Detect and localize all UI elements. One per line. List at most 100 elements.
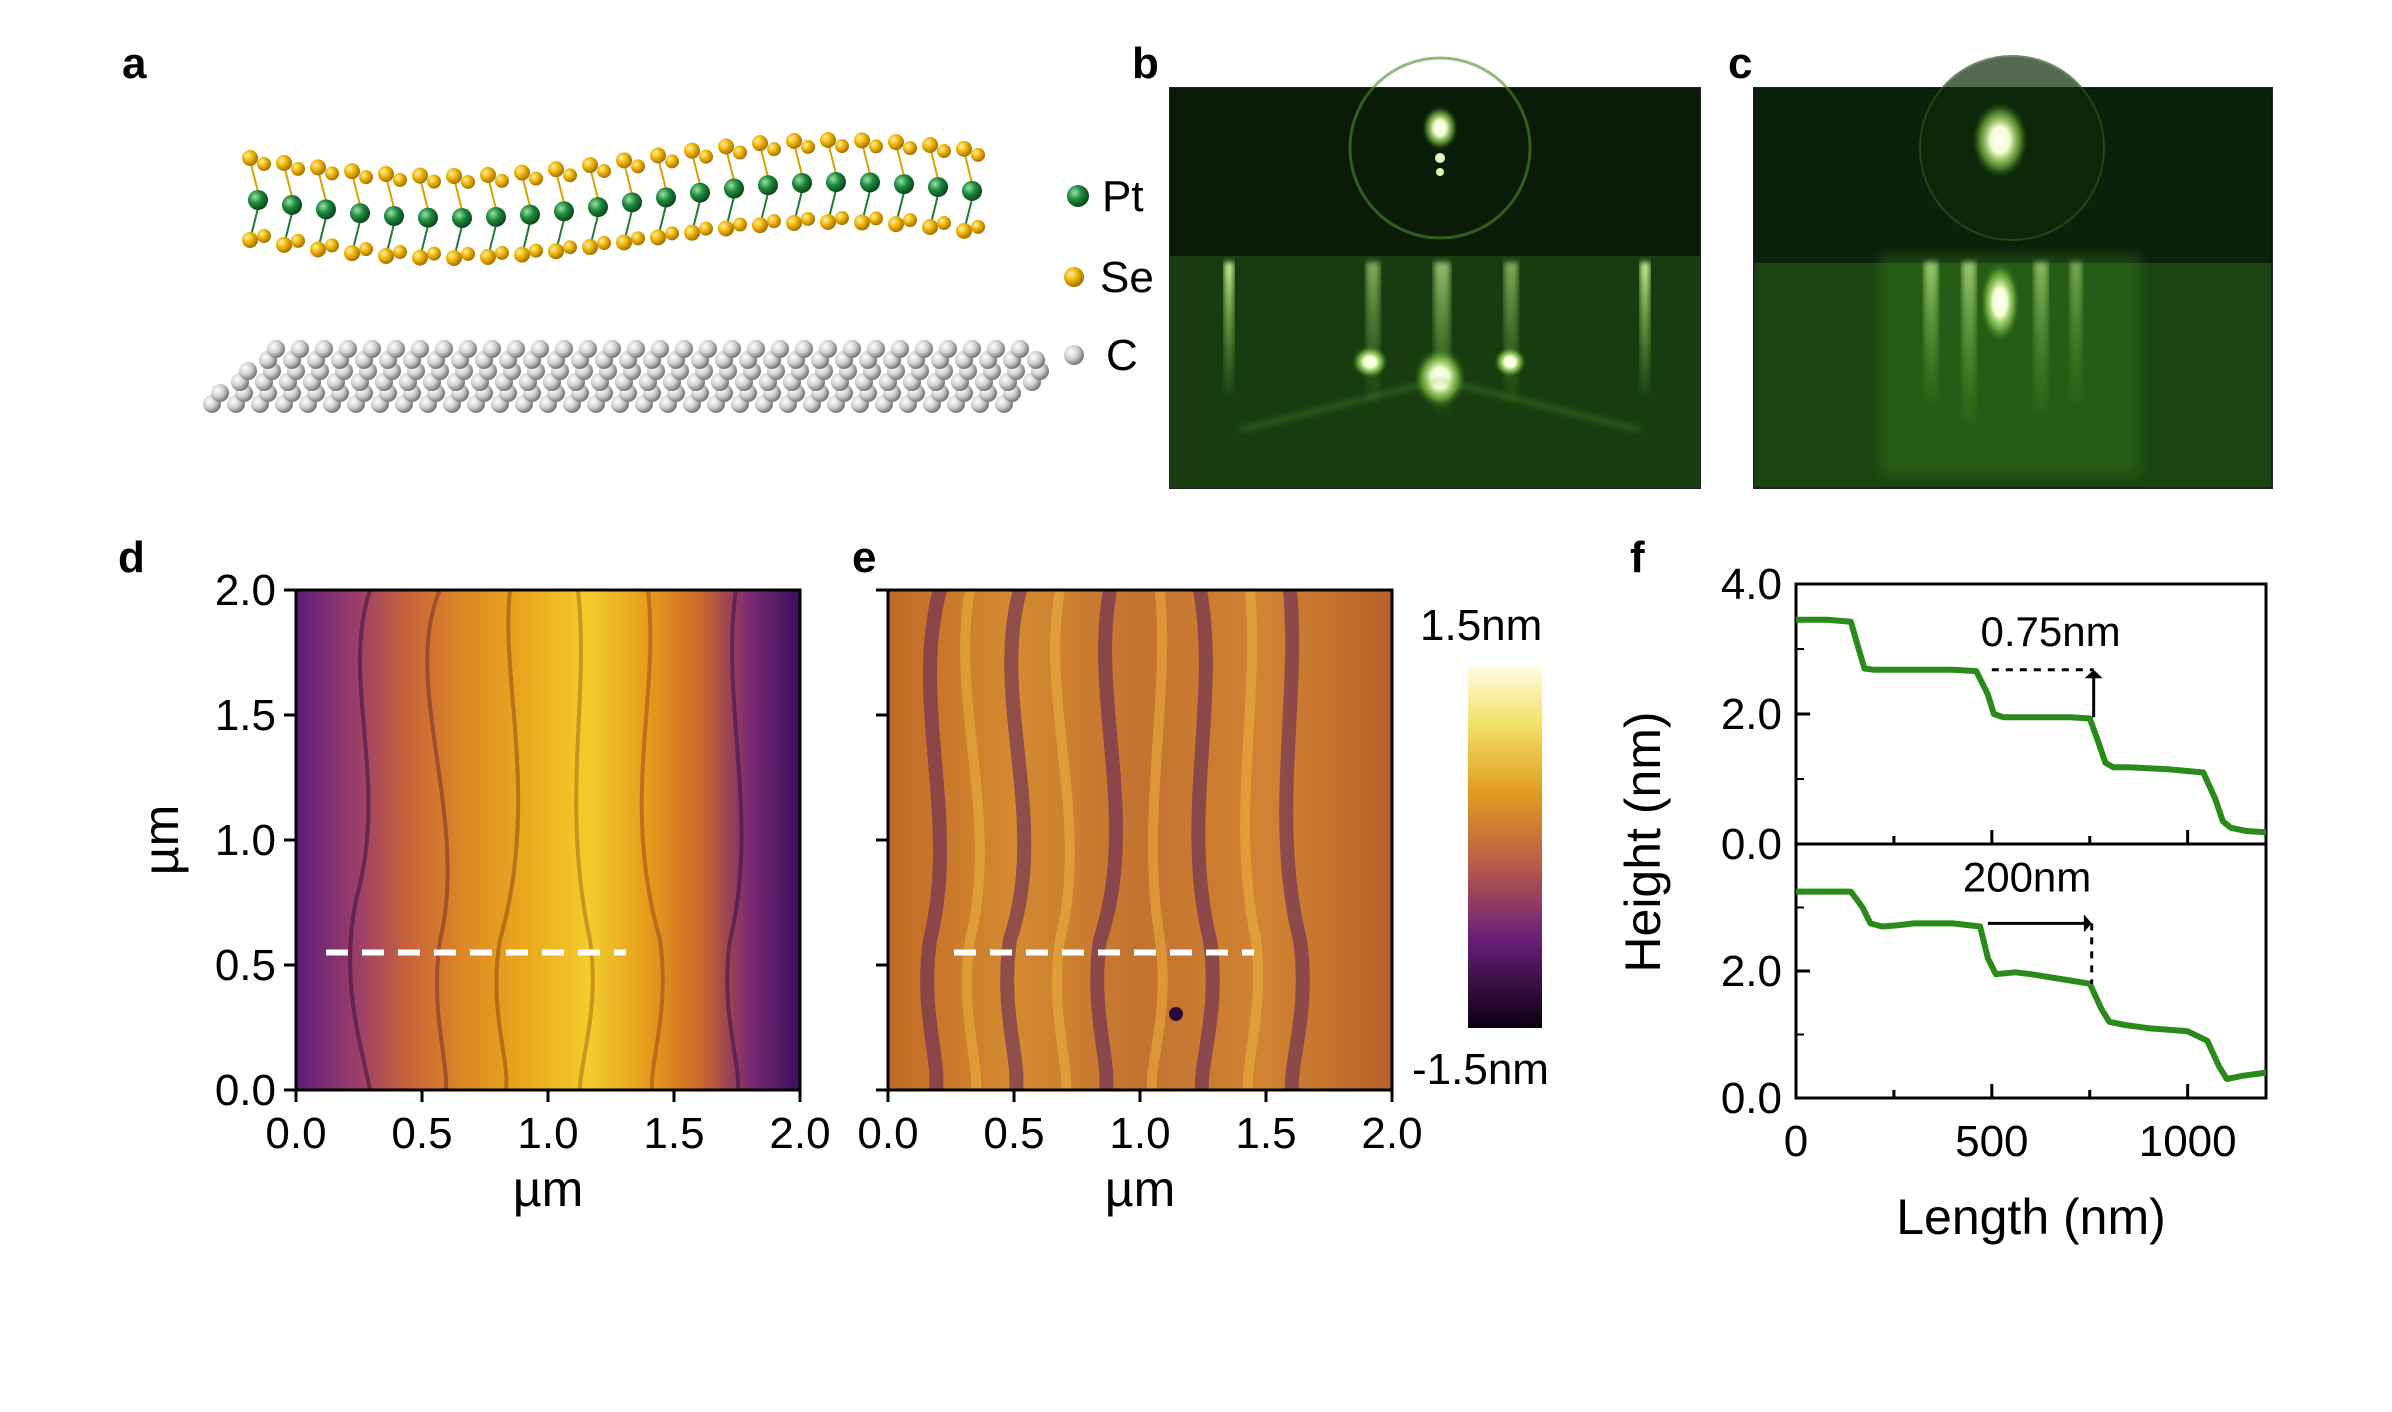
se-atom xyxy=(650,147,666,164)
arrow-head-icon xyxy=(2084,669,2103,679)
x-tick-label: 0.5 xyxy=(983,1109,1044,1158)
se-atom xyxy=(733,145,747,160)
x-tick-label: 0.0 xyxy=(265,1109,326,1158)
se-atom xyxy=(514,246,530,263)
se-atom xyxy=(529,243,543,258)
height-profile-line xyxy=(1796,616,2267,836)
se-atom xyxy=(257,157,271,171)
carbon-atom xyxy=(603,340,621,358)
se-atom xyxy=(393,245,407,260)
se-atom xyxy=(699,221,713,236)
se-atom xyxy=(276,154,292,171)
se-atom xyxy=(597,164,611,179)
pt-atom-icon xyxy=(1067,185,1089,207)
carbon-atom xyxy=(987,340,1005,358)
y-tick-label: 0.0 xyxy=(1721,820,1782,869)
panel-label-d: d xyxy=(118,533,145,582)
se-atom xyxy=(733,217,747,232)
x-tick-label: 2.0 xyxy=(769,1109,830,1158)
height-profile-chart: 0.0 2.0 4.0 0.0 2.0 0 500 1000 0.75nm 200nm Heig… xyxy=(1615,560,2268,1245)
carbon-atom xyxy=(843,340,861,358)
se-atom xyxy=(446,167,462,184)
se-atom xyxy=(971,219,985,234)
y-tick-label: 1.0 xyxy=(215,816,276,865)
x-tick-label: 1.0 xyxy=(517,1109,578,1158)
se-atom xyxy=(582,239,598,256)
carbon-atom xyxy=(239,362,257,380)
se-atom xyxy=(752,135,768,152)
se-atom xyxy=(956,140,972,157)
rheed-image-b xyxy=(1169,56,1701,489)
carbon-atom xyxy=(315,340,333,358)
pt-atom xyxy=(860,172,880,193)
pt-atom xyxy=(452,207,472,228)
carbon-atom xyxy=(771,340,789,358)
x-tick-label: 2.0 xyxy=(1361,1109,1422,1158)
se-atom xyxy=(325,166,339,181)
x-axis-label: Length (nm) xyxy=(1896,1189,2166,1245)
x-tick-label: 0.0 xyxy=(857,1109,918,1158)
se-atom xyxy=(665,154,679,169)
pt-atom xyxy=(792,172,812,193)
se-atom xyxy=(767,214,781,229)
step-height-annotation: 0.75nm xyxy=(1981,608,2121,655)
pt-atom xyxy=(282,194,302,215)
pt-atom xyxy=(690,182,710,203)
se-atom xyxy=(480,166,496,183)
y-tick-label: 2.0 xyxy=(215,566,276,615)
se-atom xyxy=(650,229,666,246)
se-atom xyxy=(597,236,611,251)
legend-se-label: Se xyxy=(1100,253,1154,302)
panel-label-a: a xyxy=(122,39,147,88)
x-tick-label: 1.0 xyxy=(1109,1109,1170,1158)
se-atom xyxy=(922,219,938,236)
se-atom xyxy=(956,222,972,239)
colorbar-min-label: -1.5nm xyxy=(1412,1045,1549,1094)
se-atom xyxy=(548,161,564,178)
y-tick-label: 2.0 xyxy=(1721,690,1782,739)
c-atom-icon xyxy=(1064,345,1084,365)
x-tick-label: 1.5 xyxy=(1235,1109,1296,1158)
se-atom xyxy=(344,245,360,262)
carbon-atom xyxy=(339,340,357,358)
se-atom xyxy=(582,157,598,174)
pt-atom xyxy=(486,206,506,227)
se-atom xyxy=(291,233,305,248)
carbon-atom xyxy=(555,340,573,358)
pt-atom xyxy=(758,175,778,196)
pt-atom xyxy=(656,187,676,208)
x-tick-label: 0.5 xyxy=(391,1109,452,1158)
pt-atom xyxy=(622,192,642,213)
carbon-atom xyxy=(651,340,669,358)
se-atom xyxy=(937,144,951,159)
carbon-atom xyxy=(579,340,597,358)
plot-frame xyxy=(1794,582,2268,1100)
x-axis-label: µm xyxy=(1105,1161,1175,1217)
pt-atom xyxy=(894,174,914,195)
afm-image-d xyxy=(296,589,800,1091)
se-atom xyxy=(291,161,305,176)
pt-atom xyxy=(384,206,404,227)
graphene-layer xyxy=(203,340,1049,413)
se-atom xyxy=(446,249,462,266)
se-atom xyxy=(786,132,802,149)
pt-atom xyxy=(554,201,574,222)
colorbar: 1.5nm -1.5nm xyxy=(1412,601,1549,1094)
se-atom xyxy=(835,211,849,226)
se-atom xyxy=(359,242,373,257)
se-atom xyxy=(699,149,713,164)
se-atom xyxy=(393,173,407,188)
carbon-atom xyxy=(267,340,285,358)
se-atom xyxy=(563,168,577,183)
carbon-atom xyxy=(387,340,405,358)
carbon-atom xyxy=(363,340,381,358)
se-atom xyxy=(820,132,836,149)
se-atom xyxy=(378,248,394,265)
se-atom xyxy=(310,159,326,176)
panel-label-e: e xyxy=(852,533,876,582)
afm-axes-e: 0.0 0.5 1.0 1.5 2.0 µm xyxy=(857,588,1423,1217)
carbon-atom xyxy=(939,340,957,358)
se-atom xyxy=(684,224,700,241)
y-tick-label: 1.5 xyxy=(215,691,276,740)
